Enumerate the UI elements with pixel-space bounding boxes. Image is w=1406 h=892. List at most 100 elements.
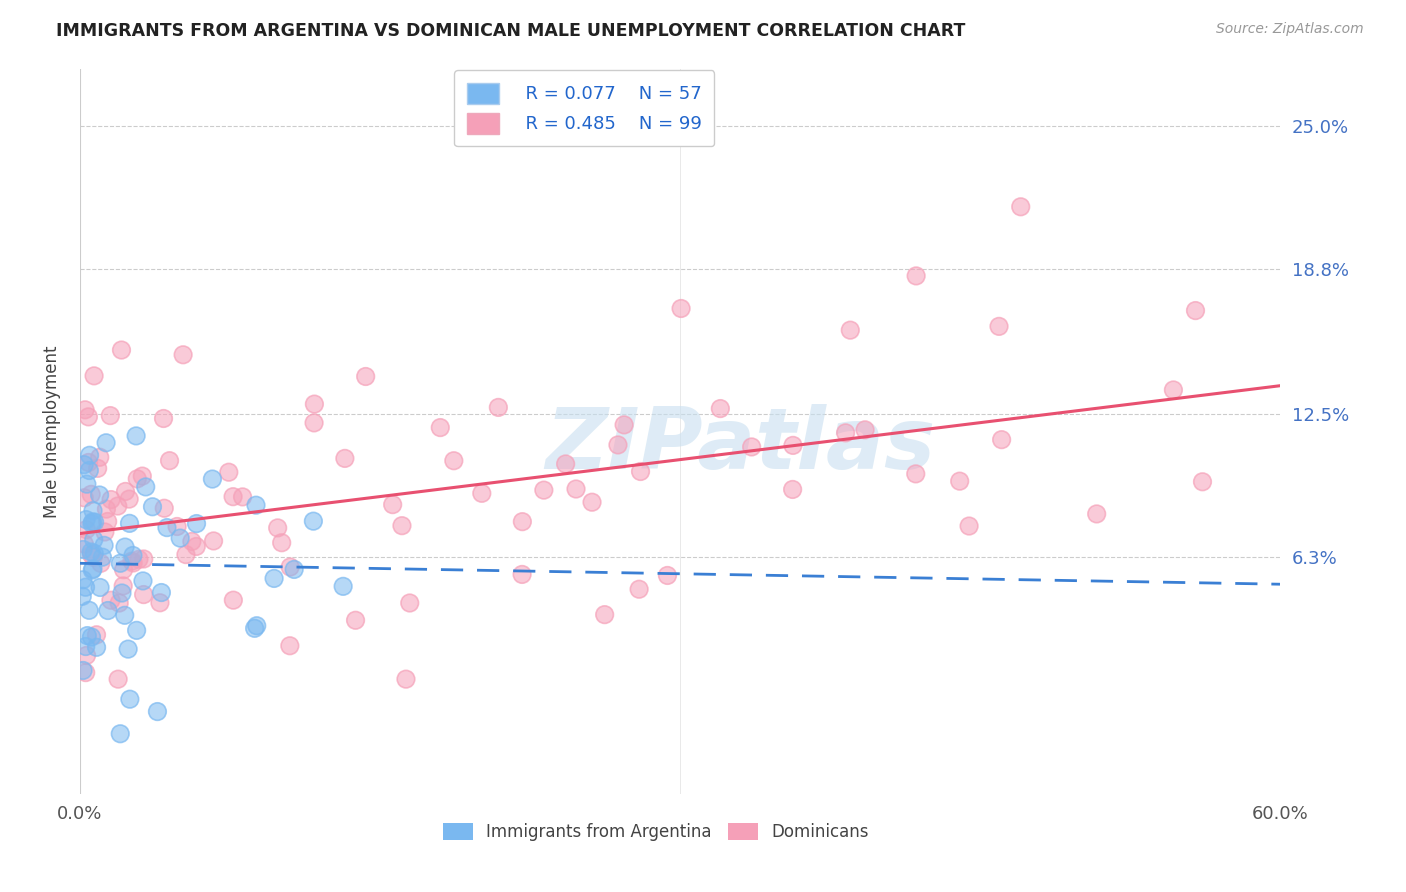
Point — [97, 603, 120, 617]
Point — [108, 596, 131, 610]
Point — [302, 514, 325, 528]
Point — [266, 521, 288, 535]
Point — [607, 438, 630, 452]
Point — [98, 409, 121, 423]
Point — [565, 482, 588, 496]
Point — [146, 705, 169, 719]
Point — [107, 499, 129, 513]
Point — [486, 401, 509, 415]
Point — [122, 556, 145, 570]
Point — [398, 596, 420, 610]
Point — [332, 579, 354, 593]
Point — [73, 537, 96, 551]
Point — [100, 492, 122, 507]
Point — [122, 549, 145, 563]
Point — [1010, 200, 1032, 214]
Point — [283, 562, 305, 576]
Point — [132, 588, 155, 602]
Point — [114, 608, 136, 623]
Point — [131, 469, 153, 483]
Point — [89, 450, 111, 465]
Point — [218, 465, 240, 479]
Point — [270, 535, 292, 549]
Point — [127, 472, 149, 486]
Point — [100, 593, 122, 607]
Point — [75, 640, 97, 654]
Point — [222, 490, 245, 504]
Point — [75, 580, 97, 594]
Point — [391, 518, 413, 533]
Point — [75, 580, 97, 594]
Point — [75, 523, 97, 537]
Point — [72, 542, 94, 557]
Point — [80, 630, 103, 644]
Point — [117, 642, 139, 657]
Point — [533, 483, 555, 497]
Point — [118, 492, 141, 507]
Point — [354, 369, 377, 384]
Point — [344, 613, 367, 627]
Point — [398, 596, 420, 610]
Point — [853, 423, 876, 437]
Point — [89, 450, 111, 465]
Point — [395, 672, 418, 686]
Point — [302, 416, 325, 430]
Point — [72, 542, 94, 557]
Point — [112, 579, 135, 593]
Point — [156, 520, 179, 534]
Point — [125, 624, 148, 638]
Point — [110, 556, 132, 570]
Point — [98, 409, 121, 423]
Point — [131, 469, 153, 483]
Point — [75, 402, 97, 417]
Point — [471, 486, 494, 500]
Point — [79, 448, 101, 462]
Point — [86, 628, 108, 642]
Point — [510, 567, 533, 582]
Point — [381, 498, 404, 512]
Point — [949, 474, 972, 488]
Point — [949, 474, 972, 488]
Point — [333, 451, 356, 466]
Point — [86, 640, 108, 655]
Point — [630, 465, 652, 479]
Point — [80, 487, 103, 501]
Text: Source: ZipAtlas.com: Source: ZipAtlas.com — [1216, 22, 1364, 37]
Point — [628, 582, 651, 597]
Point — [429, 420, 451, 434]
Point — [135, 480, 157, 494]
Point — [304, 397, 326, 411]
Point — [94, 524, 117, 539]
Point — [990, 433, 1012, 447]
Point — [86, 461, 108, 475]
Point — [72, 573, 94, 587]
Point — [354, 369, 377, 384]
Point — [89, 581, 111, 595]
Point — [82, 563, 104, 577]
Point — [166, 519, 188, 533]
Point — [118, 516, 141, 531]
Point — [904, 467, 927, 481]
Point — [100, 492, 122, 507]
Legend:   R = 0.077    N = 57,   R = 0.485    N = 99: R = 0.077 N = 57, R = 0.485 N = 99 — [454, 70, 714, 146]
Point — [94, 435, 117, 450]
Point — [149, 596, 172, 610]
Point — [669, 301, 692, 316]
Point — [554, 457, 576, 471]
Point — [186, 516, 208, 531]
Point — [834, 425, 856, 440]
Point — [332, 579, 354, 593]
Point — [94, 435, 117, 450]
Point — [201, 472, 224, 486]
Point — [302, 514, 325, 528]
Point — [172, 348, 194, 362]
Point — [395, 672, 418, 686]
Point — [132, 574, 155, 588]
Point — [782, 483, 804, 497]
Point — [782, 483, 804, 497]
Point — [132, 574, 155, 588]
Point — [149, 596, 172, 610]
Point — [222, 490, 245, 504]
Point — [91, 550, 114, 565]
Point — [82, 563, 104, 577]
